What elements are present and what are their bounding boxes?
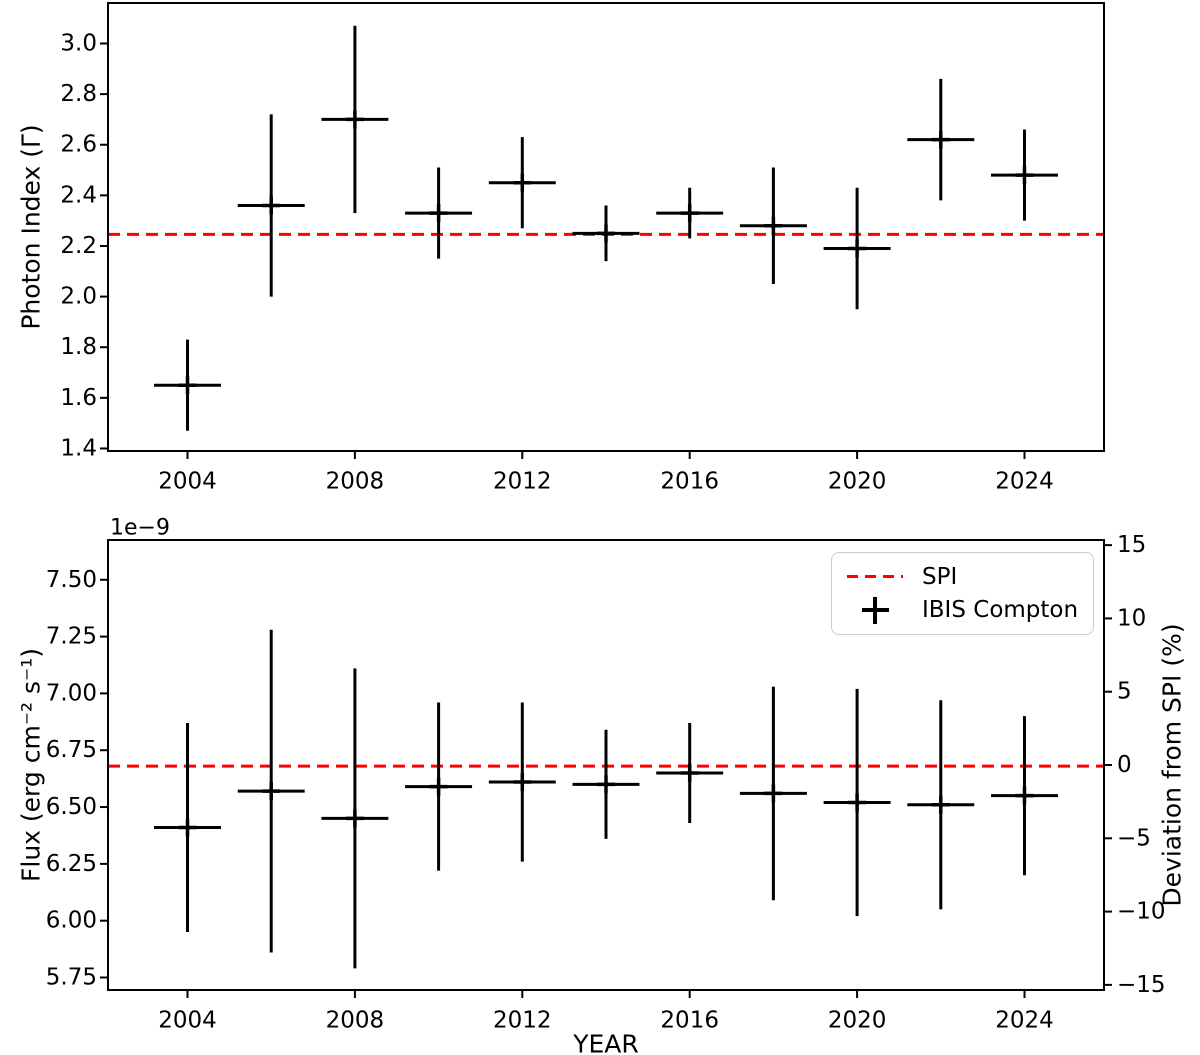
photon-index-errorbar-point-2006 (237, 114, 305, 297)
flux-errorbar-point-2022 (907, 700, 975, 910)
legend-label-spi: SPI (922, 563, 958, 590)
photon-index-errorbar-point-2020 (823, 187, 891, 310)
flux-y-tick-label: 6.00 (46, 908, 97, 934)
legend-item-spi: SPI (846, 564, 1083, 590)
photon-index-errorbar-point-2012 (488, 137, 556, 229)
photon-index-y-tick-label: 1.8 (60, 334, 97, 360)
plus-marker-icon (846, 596, 904, 624)
flux-errorbar-point-2014 (572, 729, 640, 839)
legend-item-ibis-compton: IBIS Compton (846, 596, 1083, 624)
flux-data-series (154, 629, 1058, 969)
photon-index-errorbar-point-2014 (572, 205, 640, 262)
photon-index-x-tick-label: 2004 (158, 469, 217, 495)
flux-x-tick-label: 2024 (995, 1008, 1054, 1034)
photon-index-errorbar-point-2018 (739, 167, 807, 284)
flux-y-tick-label: 6.50 (46, 794, 97, 820)
photon-index-y-tick-label: 2.4 (60, 182, 97, 208)
flux-errorbar-point-2008 (321, 668, 389, 969)
flux-x-tick-label: 2016 (660, 1008, 719, 1034)
flux-errorbar-point-2024 (991, 716, 1058, 876)
photon-index-frame (107, 2, 1105, 452)
photon-index-x-tick-label: 2012 (493, 469, 552, 495)
deviation-tick-label: 10 (1117, 605, 1146, 631)
photon-index-y-tick-label: 1.6 (60, 385, 97, 411)
photon-index-panel: 2004 2008 2012 2016 2020 2024 1.4 1.6 1.8 2.0 2.2 2… (17, 2, 1105, 495)
flux-errorbar-point-2004 (154, 722, 221, 933)
deviation-tick-label: −15 (1117, 972, 1166, 998)
legend-label-ibis-compton: IBIS Compton (922, 597, 1079, 623)
flux-x-tick-label: 2008 (326, 1008, 385, 1034)
photon-index-y-tick-label: 2.6 (60, 132, 97, 158)
deviation-tick-label: 15 (1117, 532, 1146, 558)
photon-index-x-tick-label: 2024 (995, 469, 1054, 495)
spi-dashed-line-icon (846, 574, 904, 579)
flux-y-tick-label: 7.50 (46, 567, 97, 593)
photon-index-y-tick-label: 2.8 (60, 81, 97, 107)
photon-index-errorbar-point-2004 (154, 339, 221, 431)
flux-errorbar-point-2018 (739, 686, 807, 901)
flux-errorbar-point-2012 (488, 702, 556, 862)
photon-index-x-tick-label: 2008 (326, 469, 385, 495)
flux-x-tick-label: 2012 (493, 1008, 552, 1034)
photon-index-y-tick-label: 2.0 (60, 284, 97, 310)
flux-y-tick-label: 7.00 (46, 680, 97, 706)
deviation-tick-label: −5 (1117, 825, 1151, 851)
deviation-tick-label: −10 (1117, 899, 1166, 925)
flux-errorbar-point-2020 (823, 688, 891, 917)
deviation-tick-label: 0 (1117, 752, 1132, 778)
photon-index-data-series (154, 25, 1058, 431)
legend-box: SPI IBIS Compton (831, 552, 1094, 635)
y-axis-offset-text: 1e−9 (110, 516, 170, 541)
flux-errorbar-point-2016 (656, 722, 724, 823)
photon-index-errorbar-point-2008 (321, 25, 389, 214)
photon-index-errorbar-point-2022 (907, 78, 975, 201)
flux-x-axis-label: YEAR (572, 1030, 639, 1055)
flux-y-tick-label: 7.25 (46, 624, 97, 650)
flux-panel: 2004 2008 2012 2016 2020 2024 5.75 6.00 6.25 6.50… (17, 516, 1187, 1055)
flux-errorbar-point-2006 (237, 629, 305, 953)
flux-y-tick-label: 6.75 (46, 737, 97, 763)
flux-x-tick-label: 2004 (158, 1008, 217, 1034)
deviation-tick-label: 5 (1117, 679, 1132, 705)
flux-errorbar-point-2010 (405, 702, 473, 871)
photon-index-x-tick-label: 2016 (660, 469, 719, 495)
photon-index-y-tick-label: 3.0 (60, 30, 97, 56)
flux-y-tick-label: 6.25 (46, 851, 97, 877)
flux-y-tick-label: 5.75 (46, 965, 97, 991)
right-axis-label: Deviation from SPI (%) (1158, 623, 1187, 906)
flux-y-axis-label: Flux (erg cm⁻² s⁻¹) (17, 648, 46, 882)
photon-index-x-tick-label: 2020 (828, 469, 887, 495)
photon-index-errorbar-point-2024 (991, 129, 1058, 221)
photon-index-y-tick-label: 1.4 (60, 435, 97, 461)
photon-index-errorbar-point-2010 (405, 167, 473, 259)
photon-index-y-axis-label: Photon Index (Γ) (17, 124, 46, 329)
photon-index-y-tick-label: 2.2 (60, 233, 97, 259)
photon-index-errorbar-point-2016 (656, 187, 724, 239)
flux-x-tick-label: 2020 (828, 1008, 887, 1034)
